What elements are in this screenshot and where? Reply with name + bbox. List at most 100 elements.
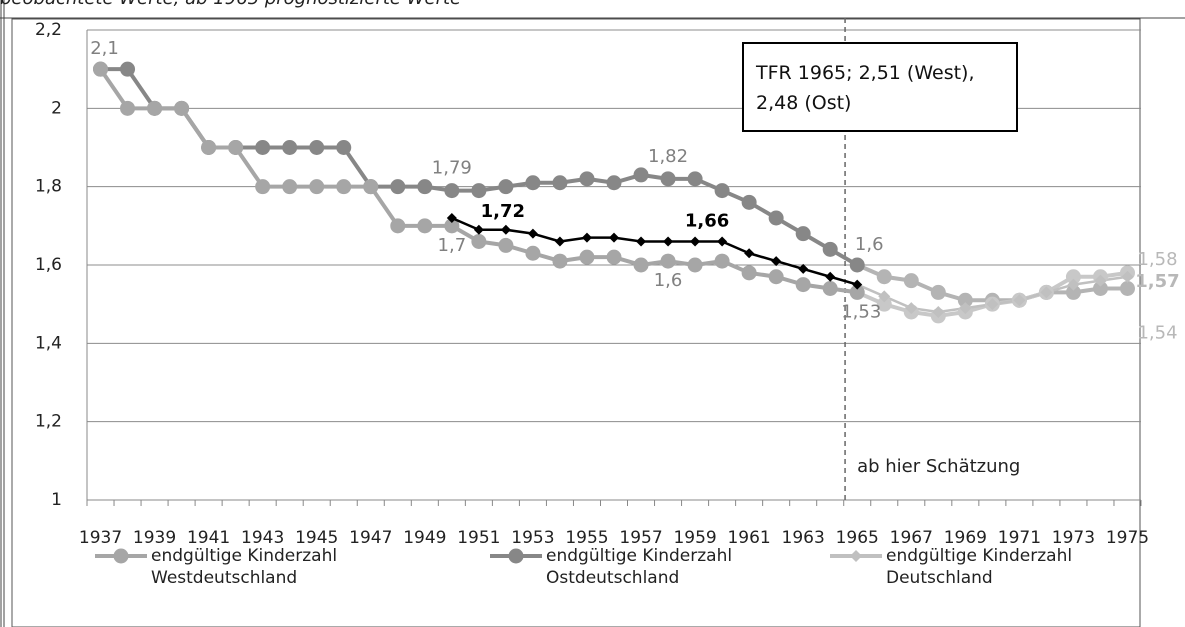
data-point: [554, 236, 565, 247]
y-tick-label: 1,8: [35, 177, 62, 197]
x-tick-label: 1937: [79, 528, 122, 548]
data-point: [825, 271, 836, 282]
chart-border: [11, 18, 1141, 627]
legend-label: endgültige Kinderzahl Ostdeutschland: [546, 546, 733, 588]
data-point: [687, 257, 703, 273]
data-label: 1,72: [481, 201, 525, 222]
chart-title: beobachtete Werte, ab 1965 prognostizier…: [0, 0, 461, 9]
data-point: [852, 279, 863, 290]
data-point: [1013, 294, 1026, 307]
x-tick-label: 1955: [565, 528, 608, 548]
data-point: [417, 179, 433, 195]
data-point: [741, 194, 757, 210]
data-point: [336, 179, 352, 195]
data-point: [744, 248, 755, 259]
data-point: [282, 179, 298, 195]
data-point: [282, 140, 298, 155]
data-point: [663, 236, 674, 247]
data-point: [444, 218, 460, 234]
data-point: [525, 175, 541, 191]
x-tick-label: 1957: [619, 528, 662, 548]
x-tick-label: 1971: [998, 528, 1041, 548]
data-point: [120, 61, 136, 77]
data-point: [363, 179, 379, 195]
data-point: [932, 306, 945, 318]
data-point: [579, 171, 595, 187]
data-point: [717, 236, 728, 247]
data-point: [714, 253, 730, 269]
data-label: 1,79: [432, 158, 472, 179]
data-point: [228, 140, 244, 155]
data-point: [552, 175, 568, 191]
data-point: [822, 241, 838, 257]
data-point: [768, 210, 784, 226]
data-point: [581, 232, 592, 243]
data-point: [471, 183, 487, 199]
data-point: [309, 179, 325, 195]
data-point: [849, 284, 865, 300]
data-label: 1,66: [685, 211, 729, 232]
data-point: [444, 183, 460, 199]
data-point: [822, 281, 838, 296]
x-tick-label: 1959: [673, 528, 716, 548]
data-point: [525, 245, 541, 261]
data-point: [903, 273, 919, 289]
legend-label: endgültige Kinderzahl Westdeutschland: [151, 546, 338, 588]
data-point: [527, 228, 538, 239]
data-point: [174, 100, 190, 116]
data-point: [687, 171, 703, 187]
data-label: 1,57: [1135, 271, 1179, 292]
data-line: [451, 216, 858, 286]
x-tick-label: 1943: [241, 528, 284, 548]
data-point: [876, 296, 892, 312]
data-point: [878, 290, 891, 303]
data-point: [606, 249, 622, 265]
data-point: [660, 253, 676, 269]
data-point: [390, 218, 406, 234]
y-tick-label: 1: [51, 490, 62, 510]
data-point: [660, 171, 676, 187]
data-point: [714, 183, 730, 199]
data-point: [876, 269, 892, 285]
data-label: 1,6: [654, 270, 683, 291]
data-point: [849, 257, 865, 273]
data-point: [905, 302, 918, 315]
data-point: [1094, 274, 1107, 287]
data-point: [1119, 281, 1135, 296]
y-tick-label: 1,6: [35, 255, 62, 275]
data-point: [390, 179, 406, 195]
data-point: [500, 224, 511, 235]
x-tick-label: 1939: [133, 528, 176, 548]
data-point: [255, 179, 271, 195]
data-label: 1,54: [1137, 323, 1177, 344]
data-point: [930, 284, 946, 300]
data-point: [986, 298, 999, 311]
annotation-box: TFR 1965; 2,51 (West), 2,48 (Ost): [742, 42, 1018, 132]
data-point: [795, 226, 811, 242]
data-point: [498, 237, 514, 253]
x-tick-label: 1973: [1052, 528, 1095, 548]
data-point: [741, 265, 757, 281]
data-point: [633, 167, 649, 183]
data-point: [446, 213, 457, 223]
x-tick-label: 1969: [944, 528, 987, 548]
data-point: [93, 61, 109, 77]
data-point: [579, 249, 595, 265]
x-tick-label: 1945: [295, 528, 338, 548]
data-point: [1040, 286, 1053, 299]
data-point: [1065, 269, 1081, 285]
data-point: [1067, 278, 1080, 291]
legend-marker: [850, 550, 862, 562]
x-tick-label: 1949: [403, 528, 446, 548]
x-tick-label: 1947: [349, 528, 392, 548]
y-tick-label: 2,2: [35, 20, 62, 40]
data-point: [255, 140, 271, 155]
data-point: [498, 179, 514, 195]
data-label: 1,82: [648, 146, 688, 167]
data-point: [473, 224, 484, 235]
y-tick-label: 1,4: [35, 333, 62, 353]
data-point: [147, 100, 163, 116]
data-point: [606, 175, 622, 191]
data-point: [1092, 281, 1108, 296]
